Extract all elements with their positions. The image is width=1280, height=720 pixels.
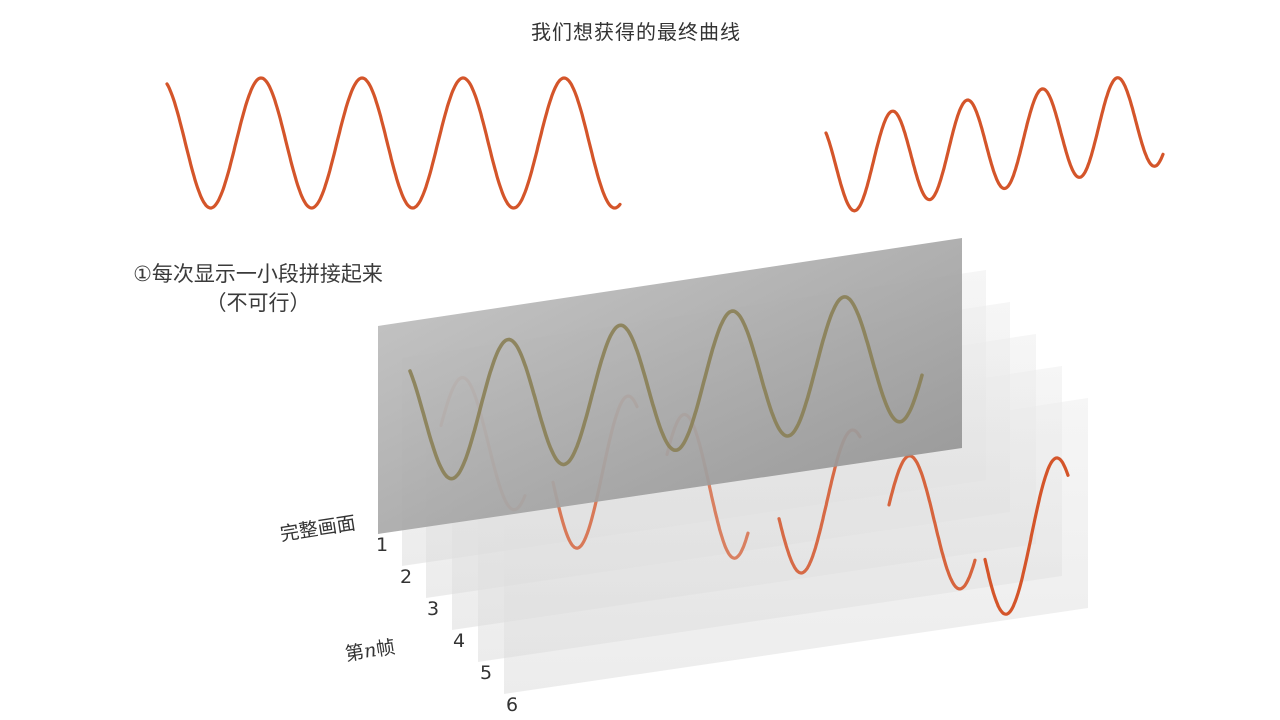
method-label-line2: （不可行） [205,291,311,315]
frame-segment-5 [887,454,977,591]
full-frame-panel [378,238,962,534]
target-curve-right [824,76,1165,213]
frame-number-6: 6 [506,694,519,716]
frame-number-5: 5 [480,662,493,684]
target-curve-left [165,76,622,210]
frame-number-2: 2 [400,566,413,588]
nth-frame-suffix: 帧 [374,636,397,661]
method-label: ①每次显示一小段拼接起来 （不可行） [108,260,408,318]
method-label-line1: ①每次显示一小段拼接起来 [133,262,383,286]
frame-number-4: 4 [453,630,466,652]
frame-segment-6 [983,456,1070,616]
diagram-title: 我们想获得的最终曲线 [531,20,741,44]
frame-number-1: 1 [376,534,389,556]
frame-number-3: 3 [427,598,440,620]
full-frame-curve [408,295,924,481]
